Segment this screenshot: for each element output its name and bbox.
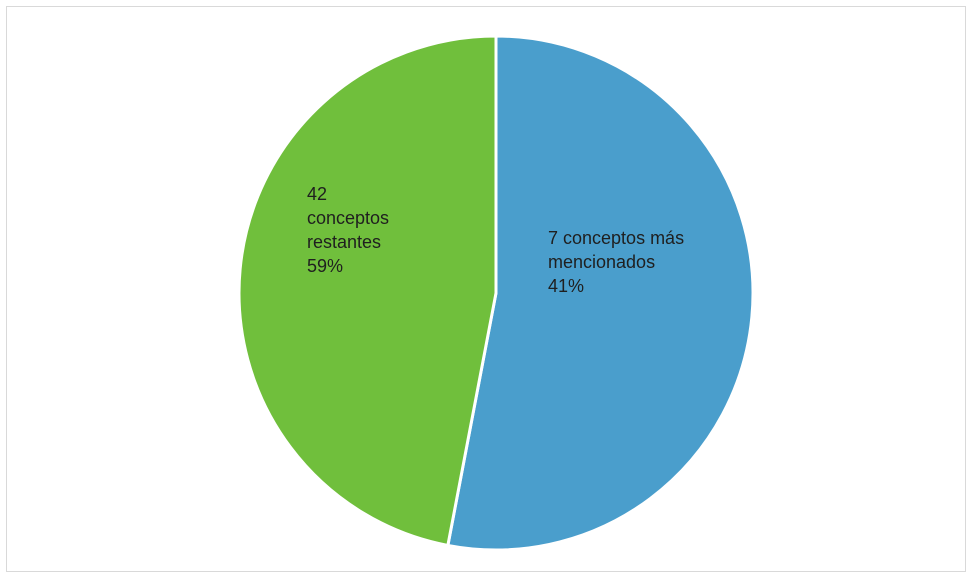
pie-slice-0 [446, 34, 755, 552]
slice-label-line: 41% [548, 276, 584, 296]
chart-frame: 7 conceptos más mencionados 41% 42 conceptos… [6, 6, 966, 572]
pie-labels: 7 conceptos más mencionados 41% 42 conceptos… [307, 184, 684, 296]
slice-label-line: restantes [307, 232, 381, 252]
slice-label-0: 7 conceptos más mencionados 41% [548, 228, 684, 296]
pie-slices [237, 34, 755, 552]
slice-label-1: 42 conceptos restantes 59% [307, 184, 389, 276]
slice-label-line: conceptos [307, 208, 389, 228]
slice-label-line: 7 conceptos más [548, 228, 684, 248]
pie-chart: 7 conceptos más mencionados 41% 42 conceptos… [237, 34, 755, 552]
slice-label-line: 42 [307, 184, 327, 204]
slice-label-line: 59% [307, 256, 343, 276]
slice-label-line: mencionados [548, 252, 655, 272]
pie-slice-1 [237, 34, 498, 547]
